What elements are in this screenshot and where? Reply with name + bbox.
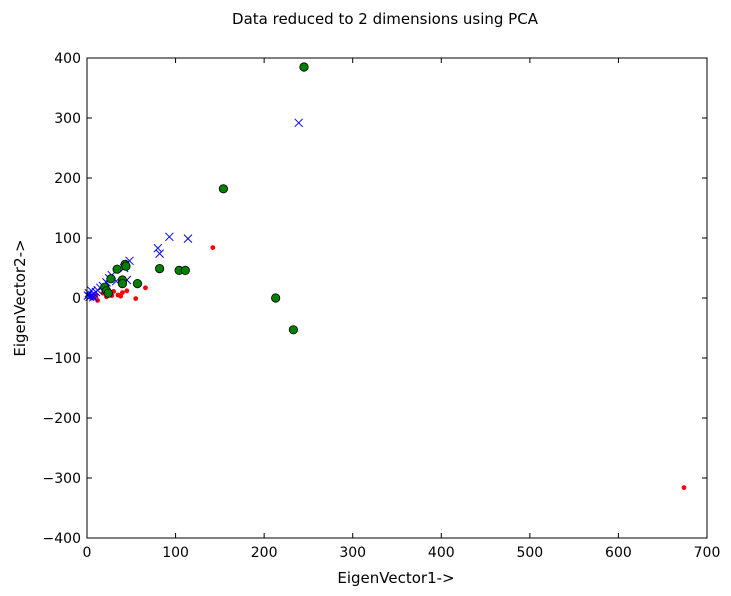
data-point-blue xyxy=(87,286,96,296)
data-point-green xyxy=(299,62,309,72)
data-point-green xyxy=(218,184,228,194)
data-point-red xyxy=(95,298,101,303)
x-axis-label: EigenVector1-> xyxy=(337,569,454,587)
data-point-green xyxy=(106,274,116,284)
chart-title: Data reduced to 2 dimensions using PCA xyxy=(232,10,539,28)
data-point-green xyxy=(103,288,113,298)
y-tick-label: −300 xyxy=(43,471,81,487)
data-point-blue xyxy=(183,234,193,243)
axis-ticks: 0 100 200 300 400 500 600 700 400 300 200 100 0 −100 −… xyxy=(43,51,721,561)
data-point-red xyxy=(115,292,121,298)
data-point-red xyxy=(143,285,148,291)
x-tick-label: 600 xyxy=(605,545,632,561)
y-tick-label: −100 xyxy=(43,351,81,367)
data-point-blue xyxy=(155,249,164,258)
data-point-blue xyxy=(153,243,163,253)
x-tick-label: 400 xyxy=(428,545,455,561)
y-tick-label: 300 xyxy=(54,111,81,127)
data-point-green xyxy=(112,264,122,274)
data-point-blue xyxy=(88,293,98,302)
data-point-green xyxy=(180,265,190,275)
data-point-blue xyxy=(294,118,304,128)
data-point-green xyxy=(271,293,281,303)
y-axis-label: EigenVector2-> xyxy=(11,239,29,356)
y-tick-label: 200 xyxy=(54,171,81,187)
data-point-red xyxy=(681,485,687,490)
data-point-green xyxy=(155,263,165,274)
data-point-green xyxy=(288,325,298,335)
data-point-green xyxy=(132,278,143,289)
x-tick-label: 100 xyxy=(162,545,189,561)
data-point-red xyxy=(133,296,139,301)
x-tick-label: 300 xyxy=(339,545,366,561)
y-tick-label: −400 xyxy=(43,531,81,547)
data-point-blue xyxy=(83,291,93,300)
y-tick-label: 0 xyxy=(72,291,81,307)
y-tick-label: 100 xyxy=(54,231,81,247)
y-tick-label: −200 xyxy=(43,411,81,427)
x-tick-label: 200 xyxy=(251,545,278,561)
data-point-red xyxy=(210,245,216,251)
data-point-red xyxy=(124,288,130,294)
y-tick-label: 400 xyxy=(54,51,81,67)
data-points xyxy=(83,62,687,490)
data-point-red xyxy=(120,290,125,295)
x-tick-label: 500 xyxy=(516,545,543,561)
plot-frame xyxy=(86,57,708,539)
data-point-blue xyxy=(165,232,174,242)
x-tick-label: 0 xyxy=(83,545,92,561)
data-point-green xyxy=(121,261,131,271)
x-tick-label: 700 xyxy=(694,545,721,561)
data-point-green xyxy=(117,278,128,289)
